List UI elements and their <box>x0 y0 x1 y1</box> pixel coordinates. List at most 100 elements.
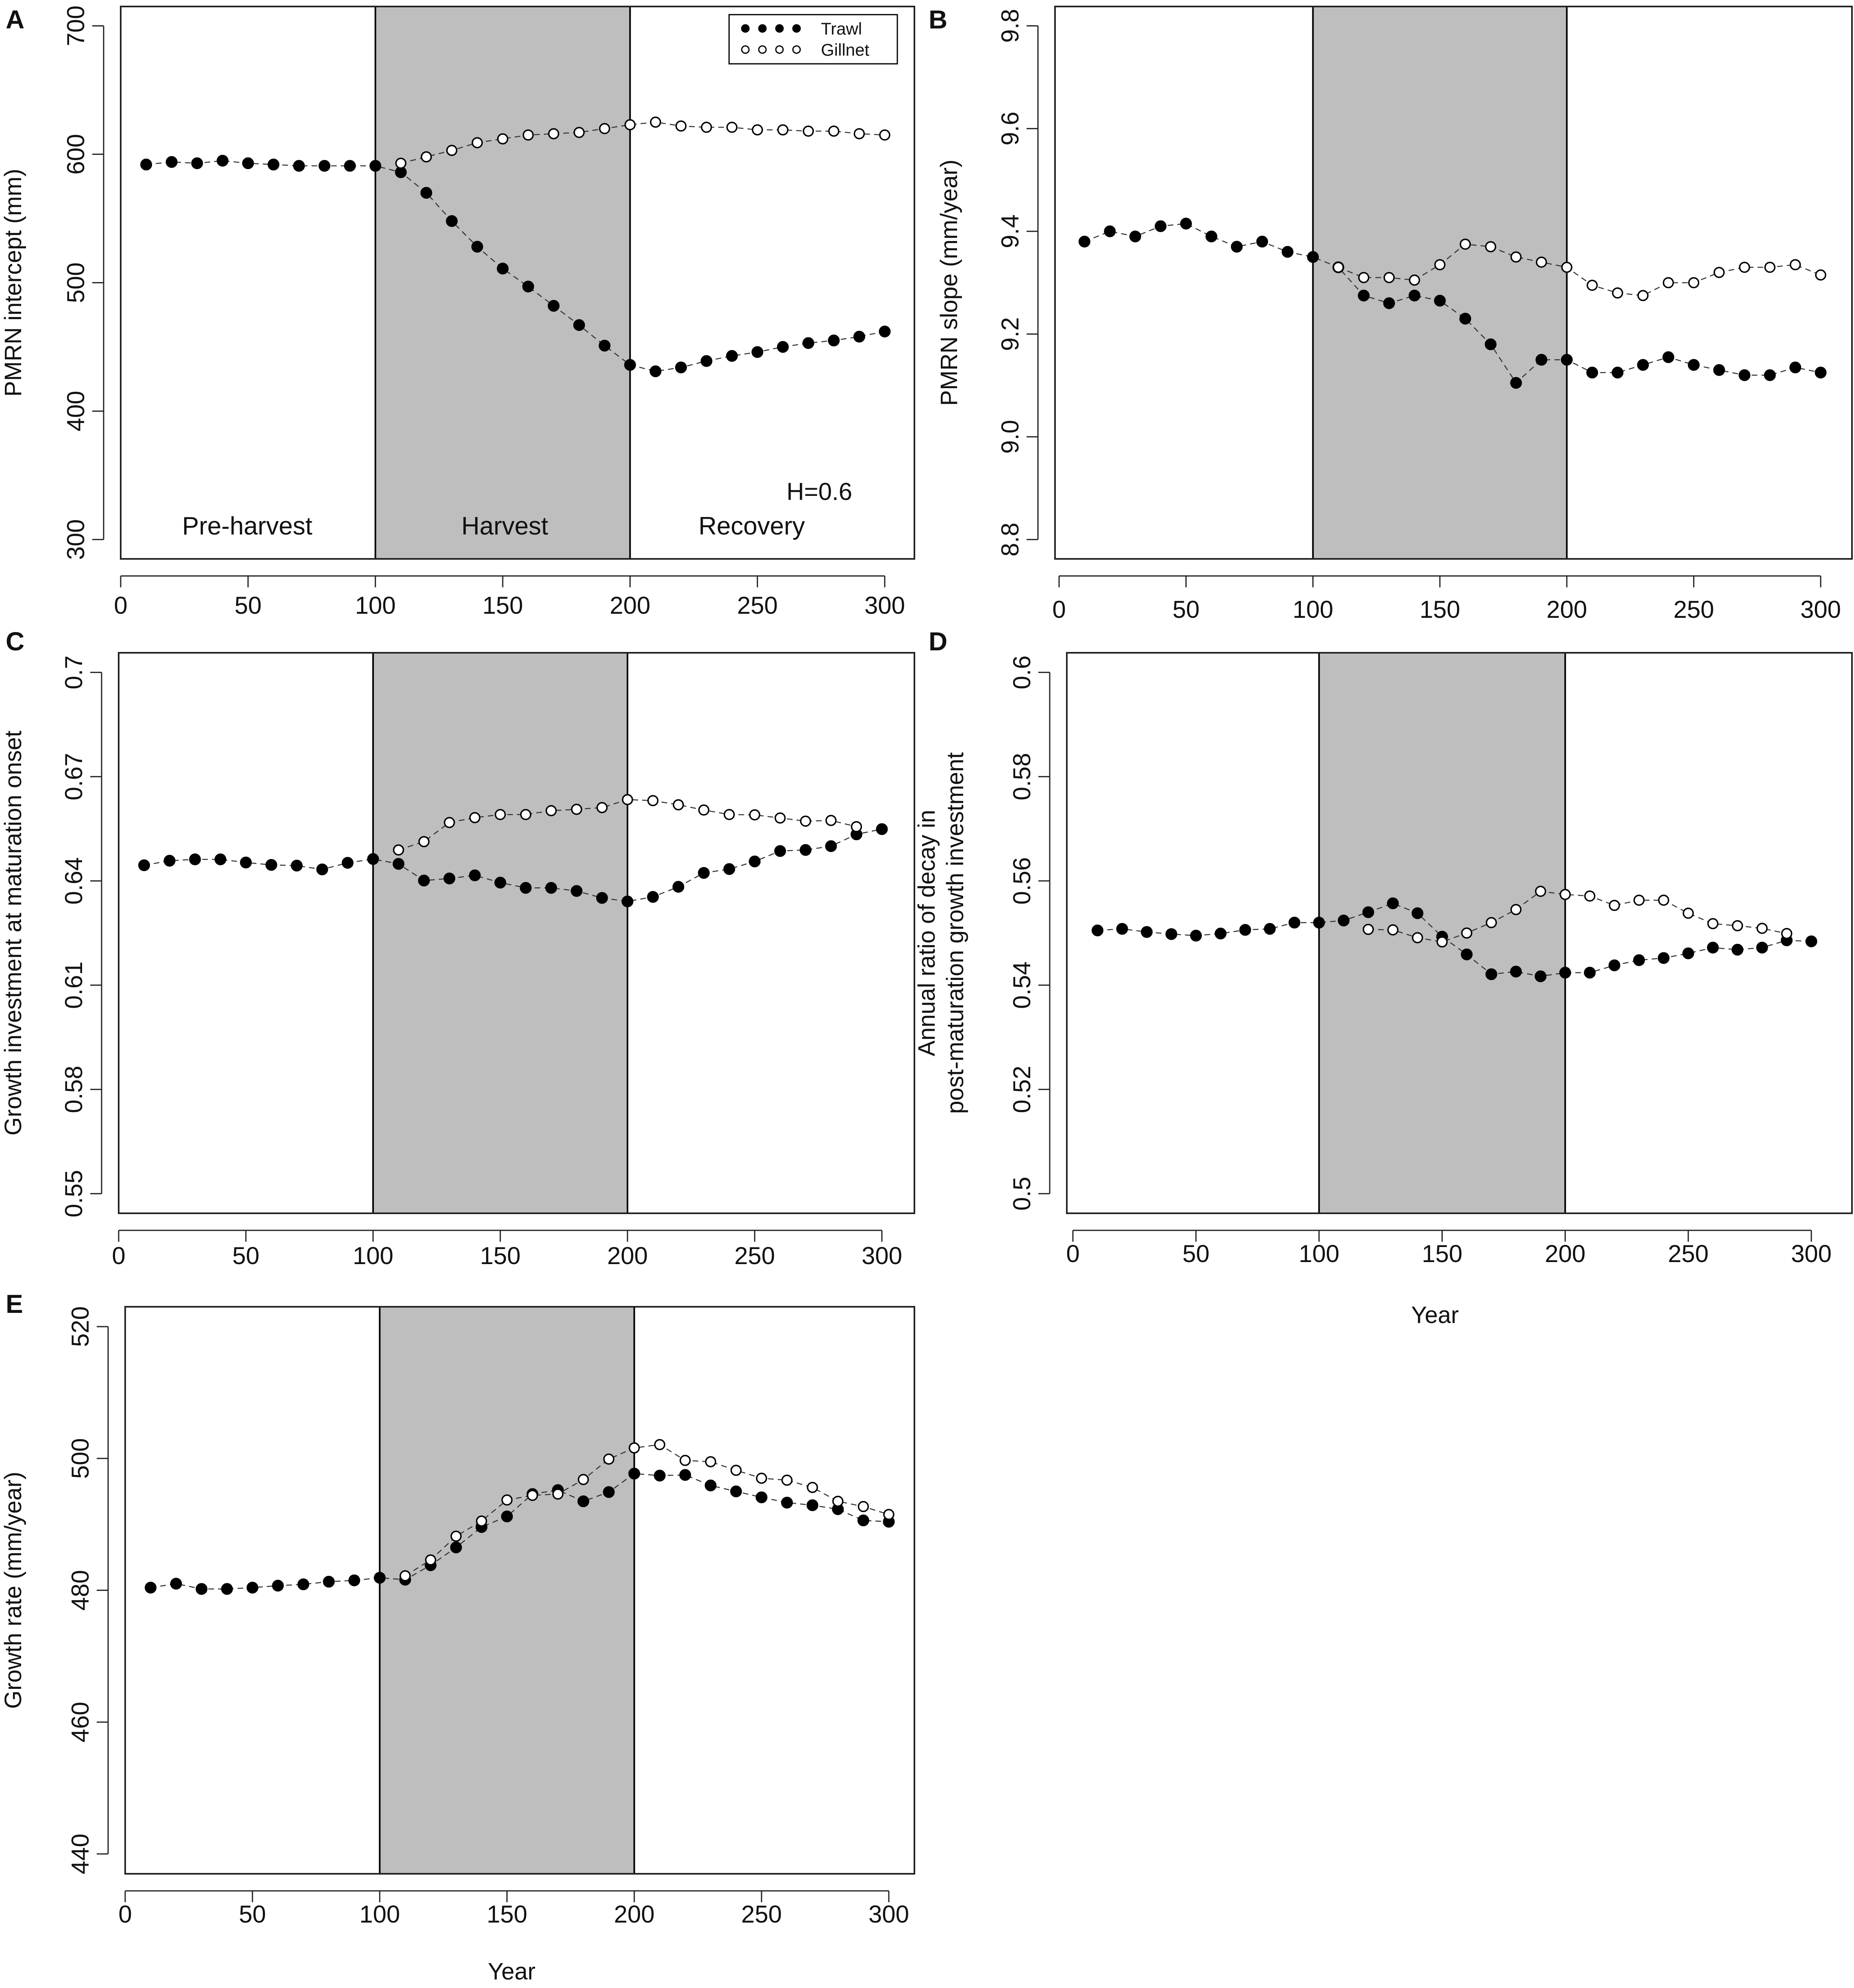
trawl-point <box>217 154 229 167</box>
gillnet-point <box>1584 890 1596 902</box>
y-axis-label: post-maturation growth investment <box>942 752 968 1114</box>
y-tick-label: 480 <box>67 1570 94 1610</box>
trawl-point <box>293 160 305 172</box>
y-axis-label: Growth investment at maturation onset <box>0 730 26 1135</box>
trawl-point <box>705 1480 717 1492</box>
trawl-point <box>501 1510 513 1523</box>
trawl-point <box>1239 924 1251 936</box>
gillnet-point <box>647 795 659 806</box>
y-tick-label: 300 <box>62 519 89 560</box>
gillnet-point <box>1633 894 1645 906</box>
chart-panel-c: 0 50 100 150 200 250 300 0.55 0.58 0.61 0.64 0.67 0.… <box>0 627 915 1269</box>
trawl-point <box>1281 246 1294 258</box>
trawl-point <box>221 1583 233 1595</box>
series-trawl <box>1092 897 1817 982</box>
trawl-point <box>1116 923 1128 935</box>
chart-panel-e: 0 50 100 150 200 250 300 440 460 480 500 520 Growth … <box>0 1289 915 1985</box>
trawl-point <box>1739 369 1751 381</box>
trawl-point <box>547 300 560 312</box>
gillnet-point <box>418 836 430 847</box>
trawl-point <box>1307 251 1319 263</box>
trawl-point <box>726 350 738 362</box>
gillnet-point <box>527 1490 538 1501</box>
trawl-point <box>418 874 430 886</box>
x-tick-label: 200 <box>1545 1240 1585 1267</box>
y-tick-label: 9.6 <box>996 112 1024 146</box>
gillnet-point <box>1789 259 1801 271</box>
gillnet-point <box>851 821 862 832</box>
x-tick-label: 0 <box>112 1242 125 1269</box>
trawl-point <box>1535 970 1547 982</box>
trawl-point <box>679 1469 691 1481</box>
gillnet-point <box>777 124 789 136</box>
trawl-point <box>1731 944 1743 956</box>
x-tick-label: 300 <box>1800 596 1841 623</box>
plot-frame <box>118 652 915 1214</box>
gillnet-point <box>1637 290 1649 301</box>
trawl-point <box>348 1574 360 1586</box>
y-tick-label: 0.56 <box>1008 857 1036 905</box>
x-tick-label: 150 <box>1422 1240 1462 1267</box>
gillnet-point <box>471 137 483 148</box>
trawl-point <box>1688 359 1700 371</box>
trawl-point <box>1485 338 1497 350</box>
plot-frame <box>124 1306 915 1875</box>
y-tick-label: 0.67 <box>60 753 87 800</box>
trawl-point <box>1383 297 1395 309</box>
trawl-point <box>825 840 837 852</box>
trawl-point <box>191 157 203 169</box>
trawl-point <box>828 335 840 347</box>
gillnet-point <box>577 1474 589 1485</box>
trawl-point <box>1155 220 1167 232</box>
gillnet-point <box>1561 261 1573 273</box>
trawl-point <box>1485 968 1498 980</box>
trawl-point <box>291 860 303 872</box>
trawl-point <box>246 1582 258 1594</box>
x-axis-label: Year <box>1411 1302 1459 1328</box>
trawl-point <box>1434 295 1446 307</box>
gillnet-point <box>1409 274 1420 286</box>
gillnet-point <box>446 145 458 156</box>
gillnet-point <box>469 812 481 823</box>
x-tick-label: 250 <box>741 1901 782 1928</box>
trawl-point <box>140 159 152 171</box>
x-tick-label: 100 <box>1299 1240 1339 1267</box>
trawl-point <box>450 1541 462 1553</box>
trawl-point <box>189 853 201 865</box>
trawl-point <box>777 341 789 353</box>
y-tick-label: 8.8 <box>996 523 1024 556</box>
trawl-point <box>1633 954 1645 966</box>
gillnet-point <box>1536 256 1547 268</box>
gillnet-point <box>1535 886 1546 897</box>
series-gillnet <box>393 794 862 856</box>
trawl-point <box>1411 907 1424 919</box>
y-tick-label: 500 <box>67 1438 94 1479</box>
gillnet-point <box>654 1439 666 1450</box>
gillnet-point <box>399 1570 411 1582</box>
panel-letter: A <box>6 5 24 34</box>
trawl-point <box>242 157 254 169</box>
trawl-point <box>781 1497 793 1509</box>
harvest-period-shade <box>1313 7 1567 559</box>
x-tick-label: 200 <box>1546 596 1587 623</box>
gillnet-point <box>675 120 687 132</box>
harvest-rate-annotation: H=0.6 <box>786 478 852 505</box>
trawl-point <box>1165 928 1177 940</box>
gillnet-point <box>730 1464 742 1476</box>
series-line <box>146 160 885 372</box>
trawl-point <box>214 853 226 865</box>
gillnet-point <box>450 1530 462 1542</box>
legend-gillnet-marker <box>775 45 784 54</box>
y-tick-label: 0.61 <box>60 961 87 1009</box>
x-tick-label: 50 <box>232 1242 260 1269</box>
trawl-point <box>806 1499 818 1511</box>
region-label: Harvest <box>461 512 548 540</box>
trawl-point <box>344 160 356 172</box>
trawl-point <box>571 885 583 897</box>
gillnet-point <box>1485 241 1496 252</box>
series-trawl <box>138 823 888 908</box>
trawl-point <box>1078 235 1090 248</box>
gillnet-point <box>807 1482 818 1493</box>
gillnet-point <box>673 799 684 810</box>
x-tick-label: 200 <box>607 1242 648 1269</box>
